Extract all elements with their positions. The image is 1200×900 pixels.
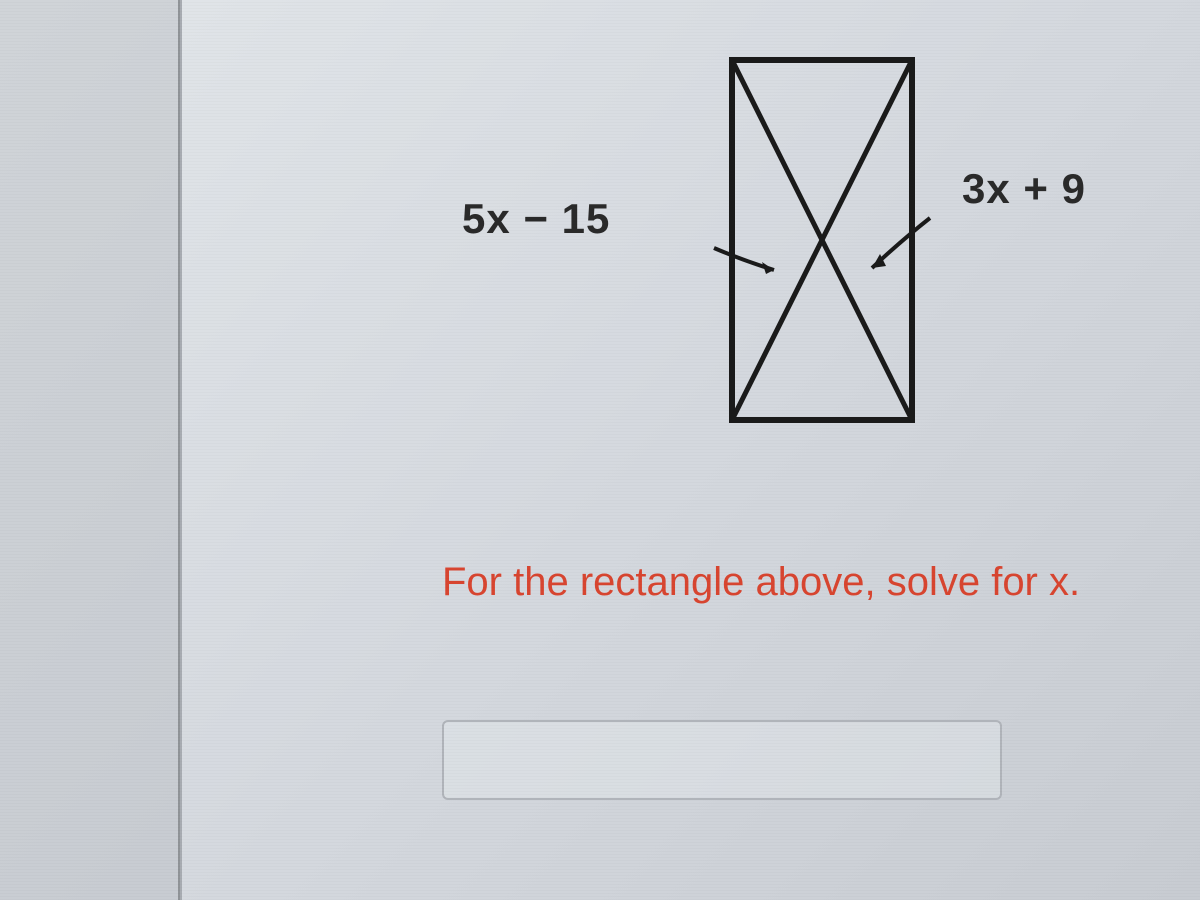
content-panel: 5x − 15 3x + 9 For the rectangle above, … bbox=[180, 0, 1200, 900]
diagonal-label-right: 3x + 9 bbox=[962, 165, 1086, 213]
rectangle-diagram bbox=[712, 40, 932, 440]
diagram-container: 5x − 15 3x + 9 bbox=[432, 40, 1152, 480]
answer-input[interactable] bbox=[442, 720, 1002, 800]
question-text: For the rectangle above, solve for x. bbox=[442, 560, 1080, 605]
diagonal-label-left: 5x − 15 bbox=[462, 195, 610, 243]
